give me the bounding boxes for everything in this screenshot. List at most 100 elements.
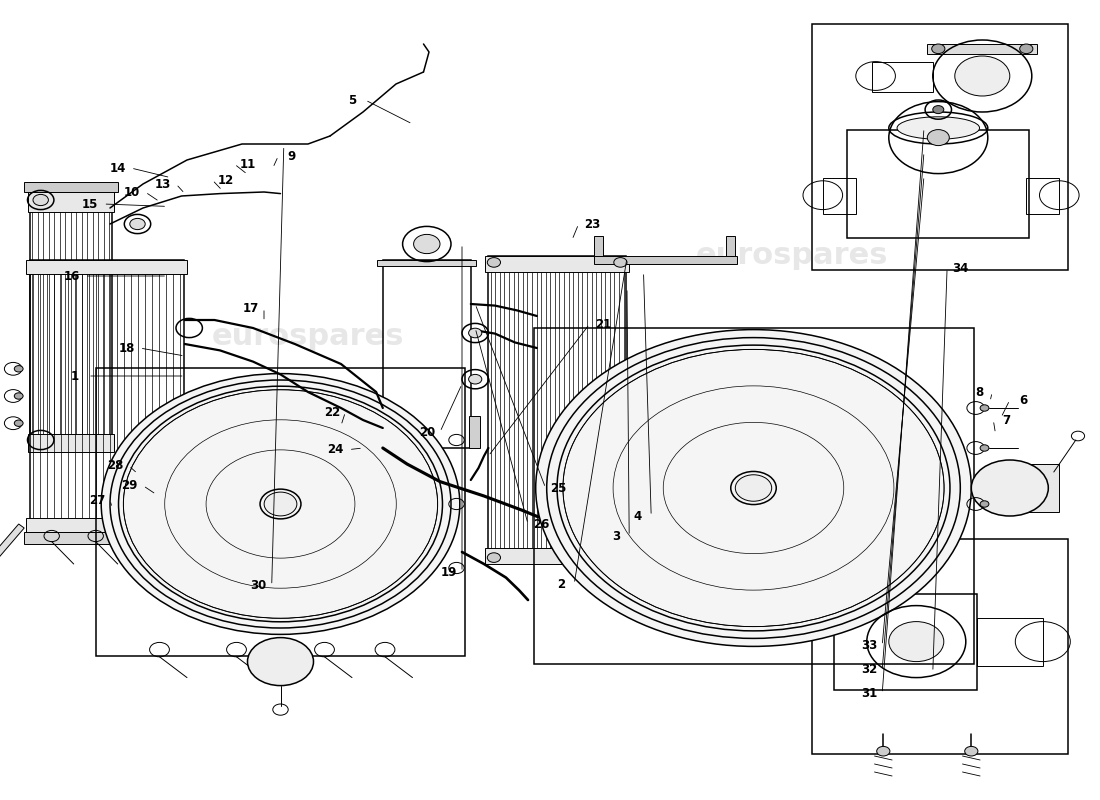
Bar [28, 434, 114, 452]
Circle shape [487, 258, 500, 267]
Text: 23: 23 [584, 218, 600, 230]
Bar [26, 518, 187, 532]
Polygon shape [257, 398, 285, 490]
Bar [30, 260, 184, 532]
Bar [823, 178, 856, 214]
Polygon shape [276, 518, 304, 610]
Circle shape [955, 56, 1010, 96]
Polygon shape [762, 503, 871, 590]
Polygon shape [229, 516, 268, 606]
Text: eurospares: eurospares [212, 322, 405, 350]
Bar [812, 24, 1068, 270]
Bar [256, 436, 270, 456]
Text: 10: 10 [124, 186, 140, 198]
Bar [185, 438, 267, 444]
Bar [534, 328, 974, 664]
Bar [24, 182, 118, 192]
Polygon shape [613, 494, 733, 574]
Bar [624, 371, 668, 379]
Polygon shape [761, 360, 777, 473]
Bar [594, 236, 603, 256]
Text: 12: 12 [218, 174, 233, 186]
Circle shape [33, 194, 48, 206]
Polygon shape [293, 402, 332, 492]
Circle shape [14, 366, 23, 372]
Circle shape [980, 445, 989, 451]
Circle shape [14, 393, 23, 399]
Bar [726, 236, 735, 256]
Text: 7: 7 [1002, 414, 1011, 426]
Circle shape [1020, 44, 1033, 54]
Polygon shape [298, 426, 386, 498]
Polygon shape [578, 471, 733, 482]
Text: 5: 5 [348, 94, 356, 106]
Text: 31: 31 [861, 687, 877, 700]
Text: 1: 1 [70, 370, 79, 382]
Bar [977, 618, 1043, 666]
Bar [485, 256, 629, 272]
Text: 26: 26 [534, 518, 549, 530]
Polygon shape [666, 500, 738, 603]
Text: 16: 16 [64, 270, 79, 282]
Text: 27: 27 [89, 494, 104, 506]
Circle shape [980, 501, 989, 507]
Polygon shape [285, 518, 364, 595]
Text: 21: 21 [595, 318, 610, 330]
Text: 9: 9 [287, 150, 296, 162]
Bar [24, 532, 206, 544]
Text: 28: 28 [108, 459, 123, 472]
Circle shape [735, 474, 772, 502]
Bar [469, 416, 480, 448]
Circle shape [130, 218, 145, 230]
Text: 18: 18 [119, 342, 134, 354]
Polygon shape [583, 488, 730, 530]
Polygon shape [301, 464, 419, 504]
Circle shape [264, 492, 297, 516]
Circle shape [487, 553, 500, 562]
Polygon shape [135, 490, 262, 498]
Bar [96, 368, 465, 656]
Text: 30: 30 [251, 579, 266, 592]
Text: 17: 17 [243, 302, 258, 314]
Bar [927, 44, 1037, 54]
Bar [812, 539, 1068, 754]
Bar [594, 256, 737, 264]
Bar [624, 464, 668, 472]
Bar [488, 256, 626, 564]
Circle shape [877, 746, 890, 756]
Bar [28, 192, 114, 212]
Polygon shape [175, 510, 263, 582]
Text: 2: 2 [557, 578, 565, 590]
Ellipse shape [898, 117, 979, 139]
Circle shape [536, 330, 971, 646]
Circle shape [927, 130, 949, 146]
Circle shape [965, 746, 978, 756]
Circle shape [614, 553, 627, 562]
Text: 3: 3 [612, 530, 620, 542]
Text: 34: 34 [953, 262, 968, 274]
Circle shape [889, 622, 944, 662]
Circle shape [980, 405, 989, 411]
Polygon shape [595, 424, 737, 477]
Text: 29: 29 [122, 479, 138, 492]
Circle shape [932, 44, 945, 54]
Bar [374, 416, 385, 448]
Polygon shape [754, 505, 811, 612]
Bar [1026, 178, 1059, 214]
Polygon shape [142, 504, 260, 544]
Polygon shape [769, 373, 842, 476]
Bar [485, 548, 629, 564]
Polygon shape [154, 446, 267, 493]
Circle shape [14, 420, 23, 426]
Bar [847, 130, 1028, 238]
Polygon shape [774, 402, 894, 482]
Circle shape [248, 638, 314, 686]
Polygon shape [696, 364, 754, 471]
Bar [30, 192, 112, 452]
Text: 6: 6 [1019, 394, 1027, 406]
Circle shape [414, 234, 440, 254]
Polygon shape [197, 413, 276, 490]
Bar [872, 62, 933, 92]
Polygon shape [770, 499, 912, 552]
Text: 14: 14 [110, 162, 125, 174]
